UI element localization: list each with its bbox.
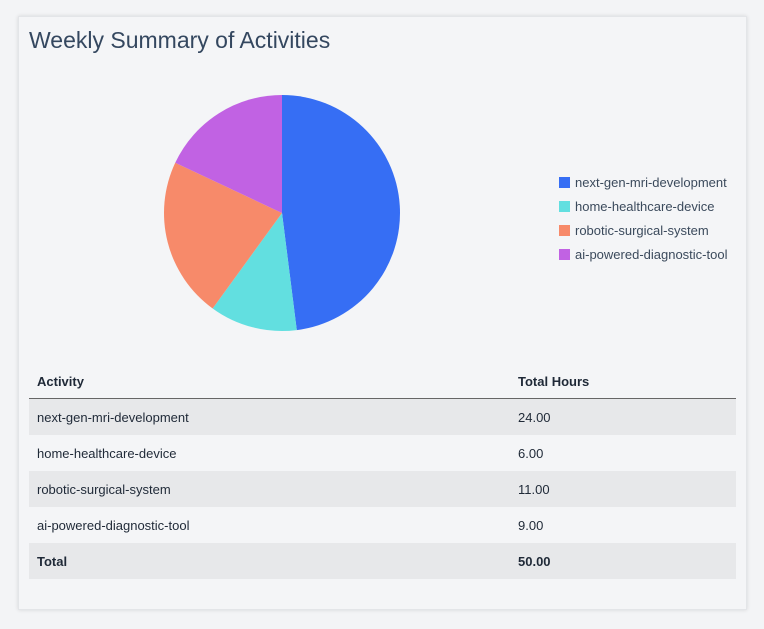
legend-label: home-healthcare-device (575, 198, 715, 214)
legend-swatch (559, 248, 570, 260)
legend-swatch (559, 200, 570, 212)
legend-label: ai-powered-diagnostic-tool (575, 246, 728, 262)
pie-chart (164, 95, 401, 332)
table-row: next-gen-mri-development 24.00 (29, 398, 736, 435)
table-row: ai-powered-diagnostic-tool 9.00 (29, 507, 736, 543)
total-value: 50.00 (510, 543, 736, 579)
cell-hours: 6.00 (518, 445, 544, 461)
legend-swatch (559, 176, 570, 188)
table-header: Activity Total Hours (29, 364, 736, 399)
legend-item[interactable]: robotic-surgical-system (559, 218, 727, 242)
cell-activity: robotic-surgical-system (29, 471, 510, 507)
pie-slice-next-gen-mri-development[interactable] (282, 95, 401, 331)
legend-item[interactable]: ai-powered-diagnostic-tool (559, 242, 727, 266)
table-row: robotic-surgical-system 11.00 (29, 471, 736, 507)
page-title: Weekly Summary of Activities (29, 27, 331, 53)
activity-table: Activity Total Hours next-gen-mri-develo… (29, 364, 736, 579)
header-activity: Activity (29, 364, 510, 399)
cell-activity: home-healthcare-device (37, 445, 177, 461)
total-label: Total (29, 543, 510, 579)
legend-item[interactable]: next-gen-mri-development (559, 170, 727, 194)
pie-slice-ai-powered-diagnostic-tool[interactable] (175, 95, 282, 213)
total-row: Total 50.00 (29, 543, 736, 579)
pie-slice-robotic-surgical-system[interactable] (164, 162, 282, 309)
header-total-hours: Total Hours (510, 364, 736, 399)
legend-swatch (559, 224, 570, 236)
legend-item[interactable]: home-healthcare-device (559, 194, 727, 218)
summary-card: Weekly Summary of Activities next-gen-mr… (18, 16, 747, 610)
pie-slice-home-healthcare-device[interactable] (212, 213, 297, 332)
table-row: home-healthcare-device 6.00 (29, 435, 736, 471)
legend-label: next-gen-mri-development (575, 174, 727, 190)
legend-label: robotic-surgical-system (575, 222, 709, 238)
cell-hours: 9.00 (518, 517, 544, 533)
cell-activity: ai-powered-diagnostic-tool (37, 517, 190, 533)
cell-hours: 11.00 (510, 471, 736, 507)
cell-hours: 24.00 (510, 398, 736, 435)
cell-activity: next-gen-mri-development (29, 398, 510, 435)
legend: next-gen-mri-development home-healthcare-… (559, 170, 727, 266)
